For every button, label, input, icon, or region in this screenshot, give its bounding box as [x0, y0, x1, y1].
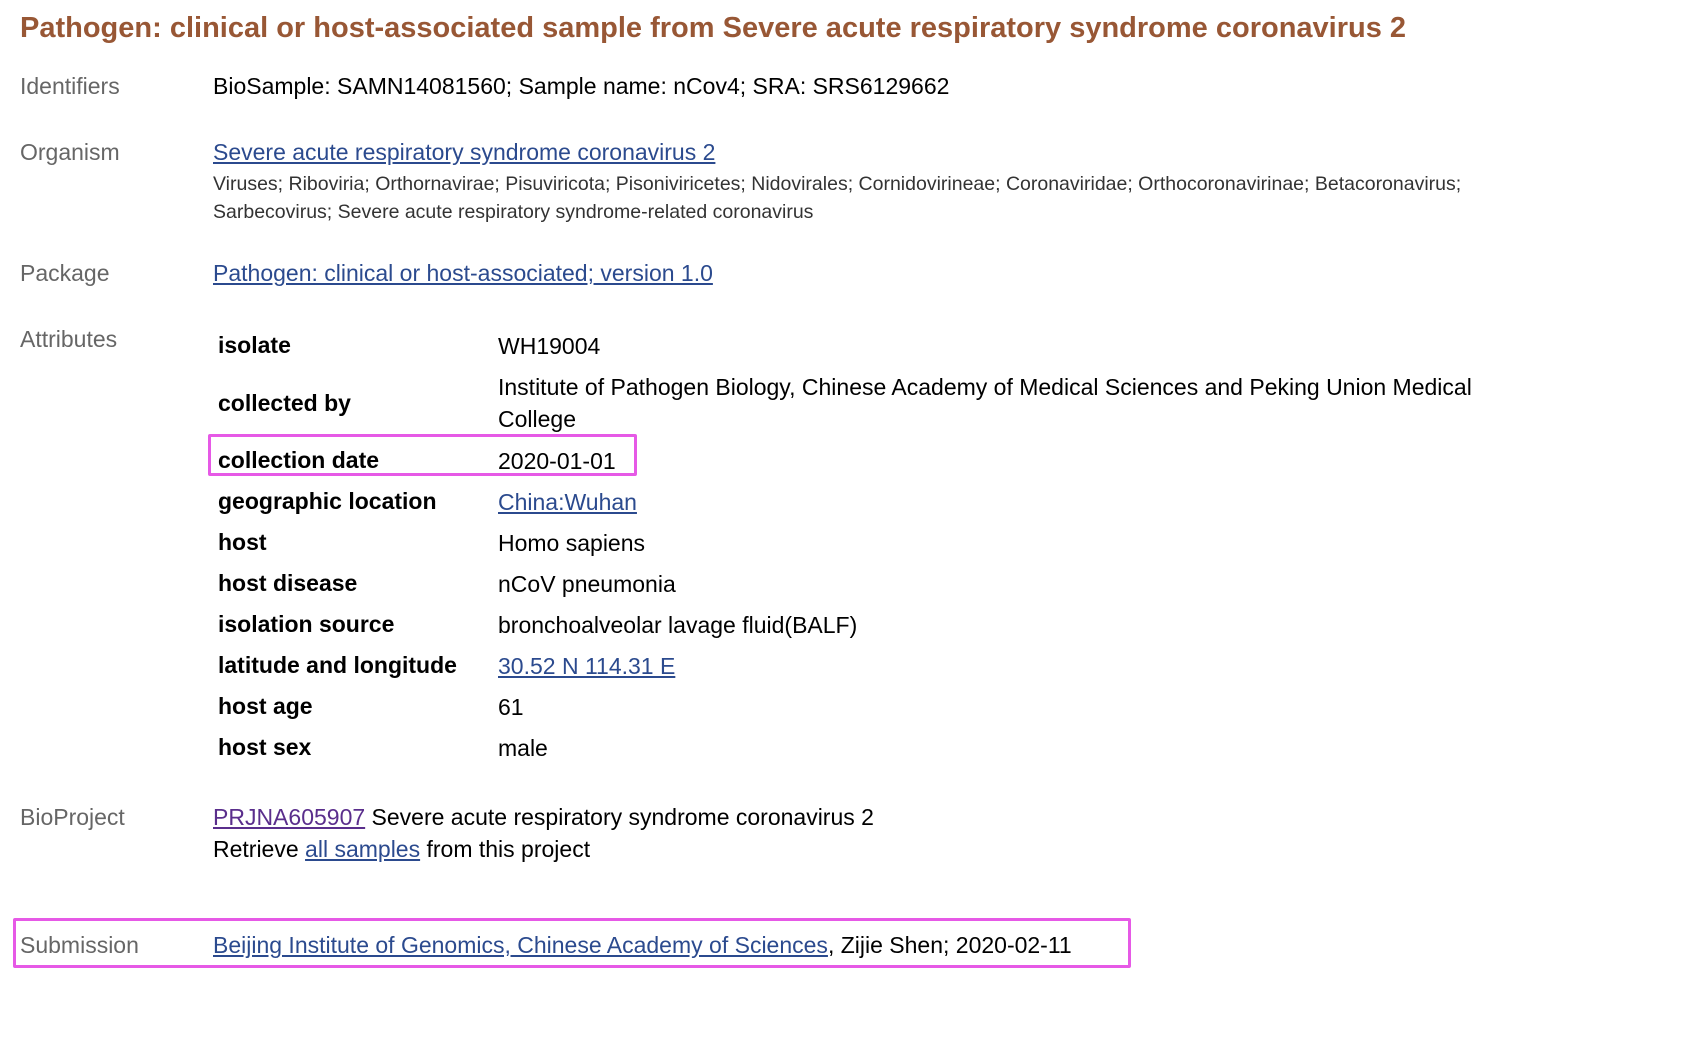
page-title: Pathogen: clinical or host-associated sa… [20, 12, 1407, 44]
submission-institute-link[interactable]: Beijing Institute of Genomics, Chinese A… [213, 932, 828, 958]
attribute-row-host-age: host age 61 [213, 686, 1543, 727]
attributes-table: isolate WH19004 collected by Institute o… [213, 325, 1543, 768]
attribute-row-host: host Homo sapiens [213, 522, 1543, 563]
bioproject-line: PRJNA605907 Severe acute respiratory syn… [213, 804, 874, 831]
attribute-value: 61 [498, 693, 524, 720]
organism-lineage: Viruses; Riboviria; Orthornavirae; Pisuv… [213, 173, 1462, 223]
submission-line: Beijing Institute of Genomics, Chinese A… [213, 932, 1072, 959]
attribute-key: collection date [218, 447, 380, 473]
attribute-key: host age [218, 693, 313, 719]
attribute-key: collected by [218, 389, 351, 416]
attribute-key: host [218, 529, 267, 555]
geographic-location-link[interactable]: China:Wuhan [498, 488, 637, 515]
attribute-row-geographic-location: geographic location China:Wuhan [213, 481, 1543, 522]
attribute-row-host-disease: host disease nCoV pneumonia [213, 563, 1543, 604]
attribute-key: geographic location [218, 488, 437, 514]
attribute-row-collected-by: collected by Institute of Pathogen Biolo… [213, 366, 1543, 440]
bioproject-label: BioProject [20, 804, 125, 830]
organism-label: Organism [20, 139, 120, 165]
attribute-row-host-sex: host sex male [213, 727, 1543, 768]
attribute-value: 2020-01-01 [498, 447, 616, 474]
attribute-key: host disease [218, 570, 358, 596]
attribute-row-isolation-source: isolation source bronchoalveolar lavage … [213, 604, 1543, 645]
organism-link[interactable]: Severe acute respiratory syndrome corona… [213, 139, 716, 165]
retrieve-line: Retrieve all samples from this project [213, 836, 590, 863]
submission-label: Submission [20, 932, 139, 958]
attribute-key: host sex [218, 734, 312, 760]
retrieve-prefix: Retrieve [213, 836, 306, 862]
attribute-value: bronchoalveolar lavage fluid(BALF) [498, 611, 858, 638]
attributes-label: Attributes [20, 326, 118, 352]
attribute-key: isolate [218, 332, 291, 358]
package-label: Package [20, 260, 110, 286]
attribute-key: latitude and longitude [218, 652, 457, 678]
attribute-value: Homo sapiens [498, 529, 646, 556]
attribute-row-latitude-longitude: latitude and longitude 30.52 N 114.31 E [213, 645, 1543, 686]
bioproject-description: Severe acute respiratory syndrome corona… [365, 804, 874, 830]
attribute-value: nCoV pneumonia [498, 570, 676, 597]
all-samples-link[interactable]: all samples [305, 836, 421, 862]
bioproject-accession-link[interactable]: PRJNA605907 [213, 804, 366, 830]
retrieve-suffix: from this project [420, 836, 591, 862]
attribute-row-collection-date: collection date 2020-01-01 [213, 440, 1543, 481]
package-link[interactable]: Pathogen: clinical or host-associated; v… [213, 260, 713, 286]
attribute-key: isolation source [218, 611, 395, 637]
attribute-row-isolate: isolate WH19004 [213, 325, 1543, 366]
submission-details: , Zijie Shen; 2020-02-11 [827, 932, 1072, 958]
attribute-value: WH19004 [498, 332, 601, 359]
identifiers-value: BioSample: SAMN14081560; Sample name: nC… [213, 73, 950, 99]
identifiers-label: Identifiers [20, 73, 120, 99]
attribute-value: male [498, 734, 548, 761]
lat-lon-link[interactable]: 30.52 N 114.31 E [498, 652, 676, 679]
attribute-value: Institute of Pathogen Biology, Chinese A… [498, 374, 1472, 432]
